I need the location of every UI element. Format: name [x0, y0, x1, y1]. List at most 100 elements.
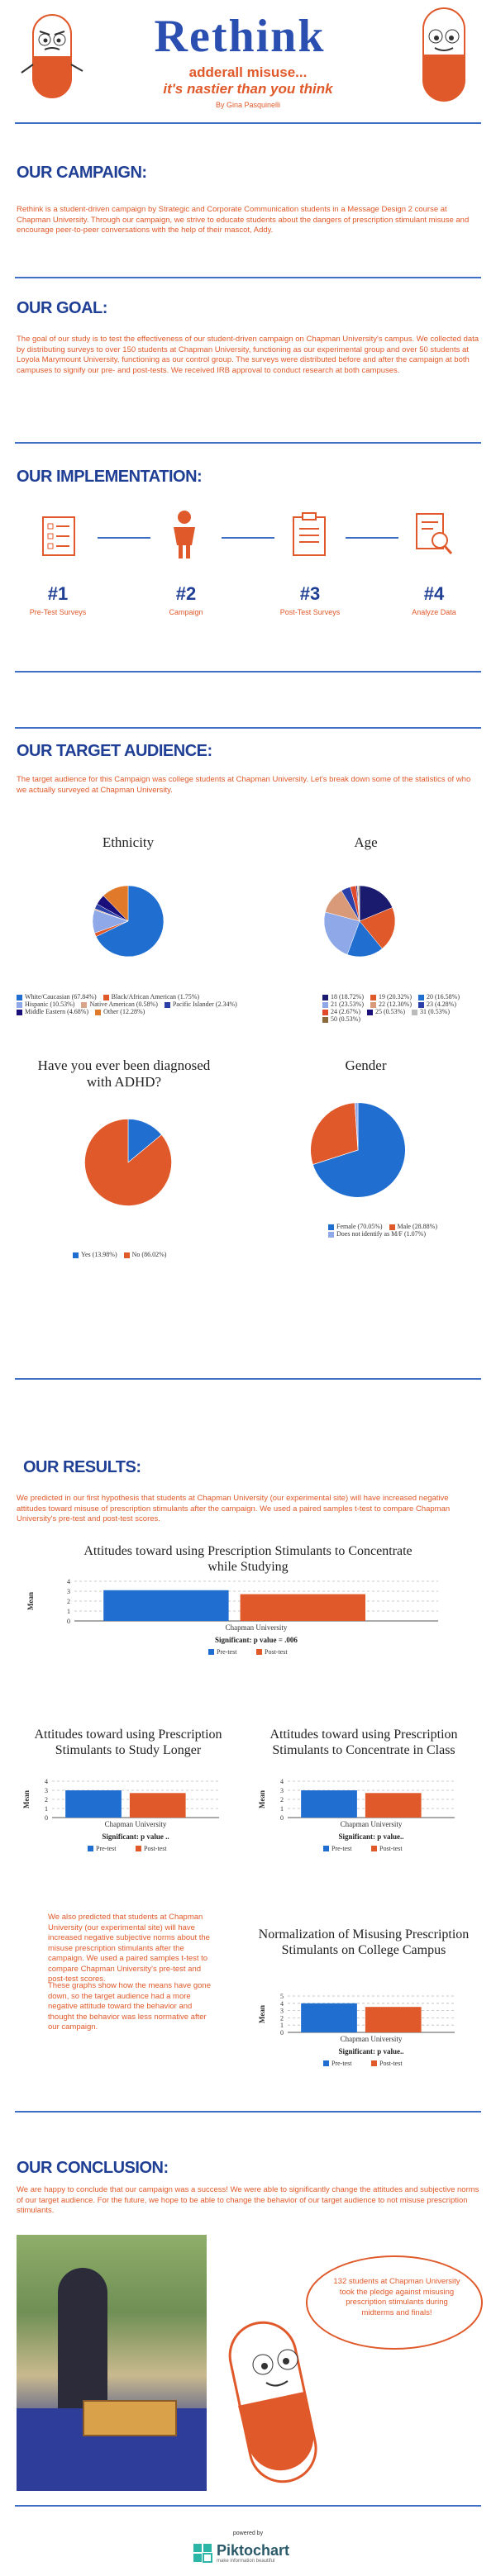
legend-label: 21 (23.53%) [331, 1000, 364, 1008]
step-label: Post-Test Surveys [279, 608, 341, 616]
y-tick-label: 2 [67, 1598, 70, 1605]
pie-title: Age [354, 834, 378, 850]
results-heading: OUR RESULTS: [23, 1458, 141, 1476]
legend-label: Female (70.05%) [336, 1223, 383, 1230]
y-tick-label: 3 [67, 1588, 70, 1595]
legend-label: 20 (16.58%) [427, 993, 460, 1000]
legend-swatch [256, 1649, 262, 1655]
footer-tag: make information beautiful [217, 2559, 275, 2564]
bar-post-test [129, 1793, 186, 1818]
pie-slice [84, 1119, 172, 1206]
bar-chart-1: Attitudes toward using Prescription Stim… [25, 1543, 471, 1667]
pie-svg [323, 885, 396, 958]
step-label: Campaign [169, 608, 203, 616]
pie-slice [310, 1102, 359, 1165]
legend-item: Does not identify as M/F (1.07%) [328, 1230, 426, 1238]
pie-legend: White/Caucasian (67.84%) Black/African Am… [17, 993, 248, 1015]
legend-item: 50 (0.53%) [322, 1015, 360, 1023]
pie-legend: Yes (13.98%) No (86.02%) [73, 1251, 255, 1258]
step-connector [346, 537, 398, 539]
legend-label: White/Caucasian (67.84%) [25, 993, 97, 1000]
legend-item: 23 (4.28%) [418, 1000, 456, 1008]
legend-item: Hispanic (10.53%) [17, 1000, 74, 1008]
pie-chart-gender: Gender Female (70.05%) Male (28.88%)Does … [252, 1057, 479, 1305]
legend-item: Other (12.28%) [95, 1008, 145, 1015]
step-connector [98, 537, 150, 539]
chart-svg: Mean 012 3 4 Chapman University Significant: … [258, 1778, 455, 1852]
pie-title: Gender [345, 1057, 387, 1073]
legend-swatch [17, 994, 22, 1000]
pie-slice [359, 907, 396, 949]
header-tagline-1: adderall misuse... [188, 64, 308, 80]
legend-swatch [95, 1009, 102, 1015]
bar-chart-2: Attitudes toward using Prescription Stim… [21, 1727, 236, 1892]
magnifier-document-icon [416, 513, 453, 554]
chart-title: Attitudes toward using Prescription Stim… [34, 1728, 222, 1757]
legend-swatch [164, 1001, 170, 1008]
legend-swatch [88, 1846, 93, 1851]
step-number: #2 [175, 583, 197, 604]
legend-label: 19 (20.32%) [379, 993, 412, 1000]
legend-label: Male (28.88%) [397, 1223, 437, 1230]
clipboard-icon [293, 512, 326, 556]
legend-item: Pacific Islander (2.34%) [164, 1000, 237, 1008]
pie-svg [310, 1102, 406, 1198]
divider [15, 122, 481, 124]
bar-post-test [365, 1793, 422, 1818]
pie-svg [84, 1119, 172, 1206]
footer-brand[interactable]: Piktochart [217, 2542, 290, 2559]
speech-bubble-text: 132 students at Chapman University took … [333, 2277, 460, 2317]
legend-item: 31 (0.53%) [412, 1008, 450, 1015]
pie-chart-adhd: Have you ever been diagnosed with ADHD? … [17, 1057, 240, 1305]
legend-label: 25 (0.53%) [375, 1008, 405, 1015]
step-number: #4 [423, 583, 445, 604]
significance-note: Significant: p value.. [338, 1832, 403, 1841]
audience-text: The target audience for this Campaign wa… [17, 775, 471, 795]
survey-icon [42, 516, 75, 556]
implementation-steps: #1 #2 #3 #4 Pre-Test Surveys Campaign Po… [0, 504, 496, 628]
legend-label: Other (12.28%) [103, 1008, 145, 1015]
campaign-photo [17, 2235, 207, 2491]
divider [15, 2111, 481, 2113]
legend-item: Female (70.05%) [328, 1223, 383, 1230]
footer-powered: powered by [232, 2531, 264, 2536]
legend-label: Pre-test [217, 1648, 237, 1656]
x-category-label: Chapman University [226, 1623, 288, 1632]
legend-label: Post-test [265, 1648, 288, 1656]
y-tick-label: 4 [280, 1778, 284, 1785]
legend-swatch [81, 1001, 88, 1008]
legend-swatch [370, 994, 376, 1000]
header: Rethink adderall misuse... it's nastier … [0, 0, 496, 124]
pill-mascot-conclusion-icon [228, 2321, 317, 2483]
pie-title: Ethnicity [102, 834, 155, 850]
step-connector [222, 537, 274, 539]
bar-pre-test [65, 1790, 122, 1818]
x-category-label: Chapman University [341, 1820, 403, 1828]
y-tick-label: 1 [45, 1805, 48, 1813]
pie-title: Have you ever been diagnosed with ADHD? [37, 1057, 211, 1090]
legend-swatch [371, 1846, 377, 1851]
legend-swatch [322, 1001, 328, 1008]
legend-swatch [371, 2060, 377, 2066]
legend-swatch [322, 994, 328, 1000]
campaign-heading: OUR CAMPAIGN: [17, 164, 147, 182]
chart-svg: Mean 012 3 4 Chapman University Significant: … [22, 1778, 219, 1852]
chart-title: Attitudes toward using Prescription Stim… [269, 1728, 458, 1757]
y-tick-label: 0 [45, 1814, 48, 1822]
chart-title: Normalization of Misusing Prescription S… [258, 1927, 470, 1957]
legend-item: 19 (20.32%) [370, 993, 412, 1000]
legend-item: Male (28.88%) [389, 1223, 437, 1230]
conclusion-heading: OUR CONCLUSION: [17, 2159, 169, 2177]
legend-label: No (86.02%) [131, 1251, 167, 1258]
piktochart-logo-icon [193, 2544, 212, 2563]
pie-slice [103, 885, 129, 922]
divider [15, 1378, 481, 1380]
y-tick-label: 4 [67, 1578, 70, 1585]
legend-swatch [17, 1001, 22, 1008]
legend-swatch [323, 2060, 329, 2066]
legend-swatch [322, 1009, 328, 1015]
significance-note: Significant: p value = .006 [215, 1636, 298, 1644]
pill-mascot-left-icon [21, 14, 83, 98]
pie-slice [312, 1102, 406, 1198]
